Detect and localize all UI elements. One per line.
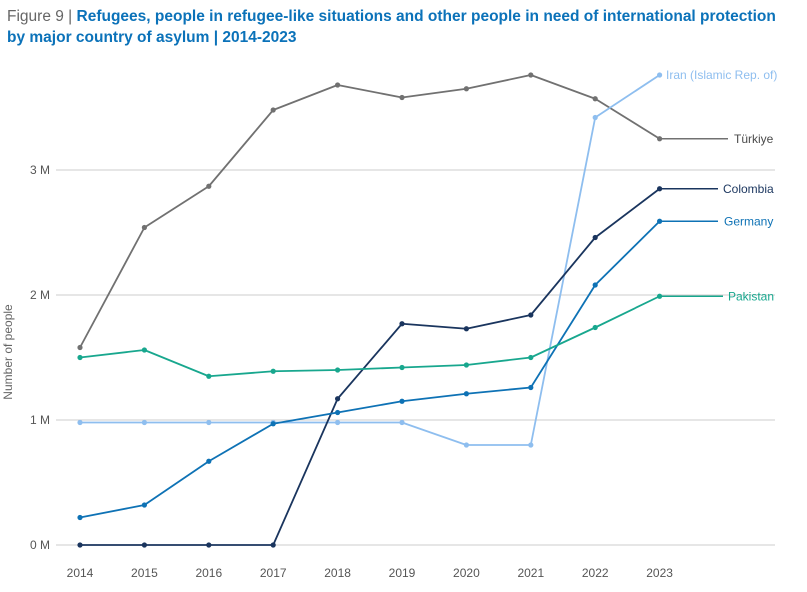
series-t-rkiye: Türkiye xyxy=(77,72,774,351)
data-point xyxy=(592,324,598,331)
data-point xyxy=(399,364,405,371)
data-point xyxy=(399,321,405,327)
title-text: Refugees, people in refugee-like situati… xyxy=(7,8,776,46)
series-label: Colombia xyxy=(723,182,774,196)
data-point xyxy=(528,312,534,318)
data-point xyxy=(270,107,276,113)
x-tick-label: 2022 xyxy=(582,566,609,580)
data-point xyxy=(528,354,534,361)
data-point xyxy=(141,224,147,231)
x-tick-label: 2017 xyxy=(260,566,287,580)
x-axis-ticks: 2014 2015 2016 2017 2018 2019 2020 2021 2022 2023 xyxy=(67,566,674,580)
x-tick-label: 2020 xyxy=(453,566,480,580)
data-point xyxy=(270,542,276,548)
data-point xyxy=(77,354,83,361)
chart-title: Figure 9 | Refugees, people in refugee-l… xyxy=(7,6,787,48)
y-axis-ticks: 0 M 1 M 2 M 3 M xyxy=(30,163,50,552)
series-line xyxy=(80,74,661,446)
data-point xyxy=(463,391,469,397)
data-point xyxy=(206,458,212,464)
series-iran-islamic-rep-of: Iran (Islamic Rep. of) xyxy=(77,68,777,448)
data-point xyxy=(270,368,276,374)
data-point xyxy=(141,419,147,426)
series-germany: Germany xyxy=(77,214,773,521)
x-tick-label: 2019 xyxy=(389,566,416,580)
data-point xyxy=(463,86,469,92)
series-label: Türkiye xyxy=(734,132,774,146)
data-point xyxy=(206,419,212,426)
series-label: Pakistan xyxy=(728,289,774,303)
y-tick-label: 2 M xyxy=(30,288,50,302)
data-point xyxy=(77,514,83,521)
data-point xyxy=(463,326,469,332)
data-point xyxy=(335,419,341,426)
data-point xyxy=(206,542,212,548)
x-tick-label: 2023 xyxy=(646,566,673,580)
data-point xyxy=(335,82,341,88)
data-point xyxy=(399,419,405,426)
series-line xyxy=(79,220,661,519)
data-point xyxy=(335,409,341,416)
data-point xyxy=(657,72,663,78)
data-point xyxy=(399,398,405,404)
data-point xyxy=(335,396,341,402)
series-group: Türkiye Iran (Islamic Rep. of) Colombia Ger… xyxy=(77,68,777,548)
data-point xyxy=(463,362,469,368)
data-point xyxy=(77,344,83,351)
data-point xyxy=(463,442,469,448)
data-point xyxy=(592,114,598,121)
figure-label: Figure 9 | xyxy=(7,8,77,25)
data-point xyxy=(592,282,598,288)
data-point xyxy=(77,419,83,426)
data-point xyxy=(335,367,341,373)
x-tick-label: 2018 xyxy=(324,566,351,580)
series-label: Germany xyxy=(724,214,773,228)
data-point xyxy=(141,347,147,353)
series-label: Iran (Islamic Rep. of) xyxy=(666,68,777,82)
data-point xyxy=(528,72,534,78)
series-colombia: Colombia xyxy=(77,182,774,548)
data-point xyxy=(206,183,212,189)
x-tick-label: 2015 xyxy=(131,566,158,580)
y-tick-label: 1 M xyxy=(30,413,50,427)
x-tick-label: 2021 xyxy=(517,566,544,580)
data-point xyxy=(528,442,534,448)
data-point xyxy=(141,542,147,548)
data-point xyxy=(592,96,598,102)
data-point xyxy=(399,94,405,101)
y-tick-label: 3 M xyxy=(30,163,50,177)
data-point xyxy=(206,373,212,379)
series-line xyxy=(80,188,661,546)
data-point xyxy=(270,421,276,427)
data-point xyxy=(77,542,83,548)
data-point xyxy=(141,502,147,508)
series-pakistan: Pakistan xyxy=(77,289,774,379)
data-point xyxy=(528,384,534,391)
series-line xyxy=(79,74,661,348)
y-axis-label: Number of people xyxy=(1,304,15,400)
x-tick-label: 2014 xyxy=(67,566,94,580)
x-tick-label: 2016 xyxy=(195,566,222,580)
y-tick-label: 0 M xyxy=(30,538,50,552)
series-line xyxy=(79,295,660,378)
data-point xyxy=(592,234,598,241)
